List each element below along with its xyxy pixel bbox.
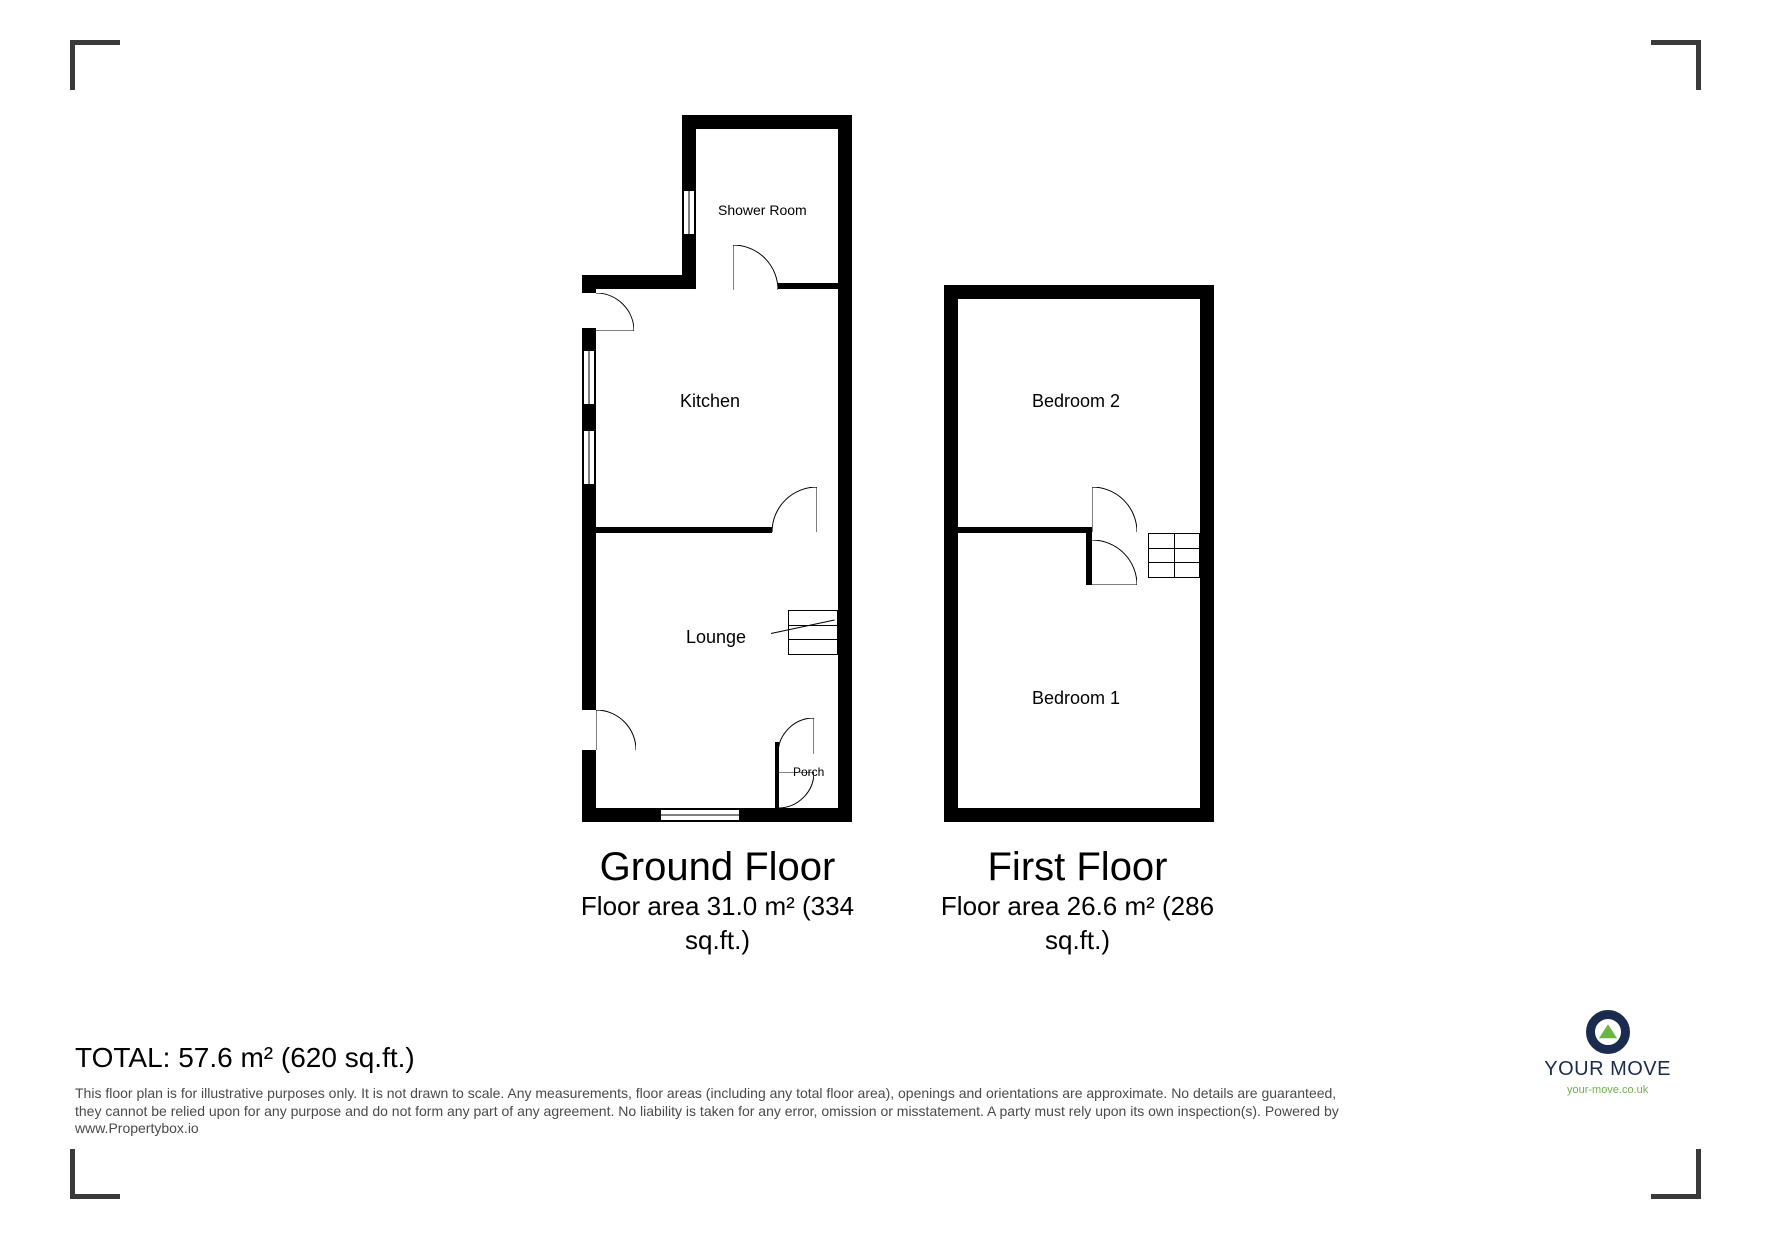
wall	[682, 115, 852, 129]
door-arc-icon	[596, 293, 634, 331]
corner-mark-tl	[70, 40, 120, 90]
floor-area-ground-2: sq.ft.)	[540, 924, 895, 958]
wall	[594, 527, 772, 533]
corner-mark-br	[1651, 1149, 1701, 1199]
room-label-bed1: Bedroom 1	[1032, 688, 1120, 709]
door-arc-icon	[778, 718, 814, 754]
window-icon	[583, 350, 595, 405]
total-area: TOTAL: 57.6 m² (620 sq.ft.)	[75, 1042, 415, 1074]
room-label-lounge: Lounge	[686, 627, 746, 648]
room-label-porch: Porch	[793, 765, 824, 779]
wall	[1200, 285, 1214, 820]
door-arc-icon	[1092, 487, 1137, 532]
door-arc-icon	[733, 245, 778, 290]
door-arc-icon	[772, 487, 817, 532]
window-icon	[583, 430, 595, 485]
corner-mark-tr	[1651, 40, 1701, 90]
stairs-icon	[1148, 533, 1200, 578]
window-icon	[660, 809, 740, 821]
wall	[838, 115, 852, 295]
logo-url: your-move.co.uk	[1544, 1084, 1671, 1096]
wall	[944, 285, 1214, 299]
room-label-kitchen: Kitchen	[680, 391, 740, 412]
wall	[944, 808, 1214, 822]
wall	[582, 275, 696, 289]
floor-area-first-1: Floor area 26.6 m² (286	[900, 890, 1255, 924]
floor-area-ground-1: Floor area 31.0 m² (334	[540, 890, 895, 924]
door-arc-icon	[596, 710, 636, 750]
floor-title-first: First Floor	[900, 845, 1255, 890]
door-arc-icon	[1092, 540, 1137, 585]
wall	[944, 285, 958, 820]
logo-mark-icon	[1586, 1010, 1630, 1054]
stairs-icon	[788, 610, 838, 655]
disclaimer-text: This floor plan is for illustrative purp…	[75, 1085, 1365, 1138]
wall	[956, 527, 1091, 533]
brand-logo: YOUR MOVE your-move.co.uk	[1544, 1010, 1671, 1096]
floor-area-first-2: sq.ft.)	[900, 924, 1255, 958]
logo-text: YOUR MOVE	[1544, 1058, 1671, 1081]
wall	[838, 285, 852, 820]
room-label-shower: Shower Room	[718, 202, 807, 218]
corner-mark-bl	[70, 1149, 120, 1199]
room-label-bed2: Bedroom 2	[1032, 391, 1120, 412]
window-icon	[683, 190, 695, 235]
floor-title-ground: Ground Floor	[540, 845, 895, 890]
